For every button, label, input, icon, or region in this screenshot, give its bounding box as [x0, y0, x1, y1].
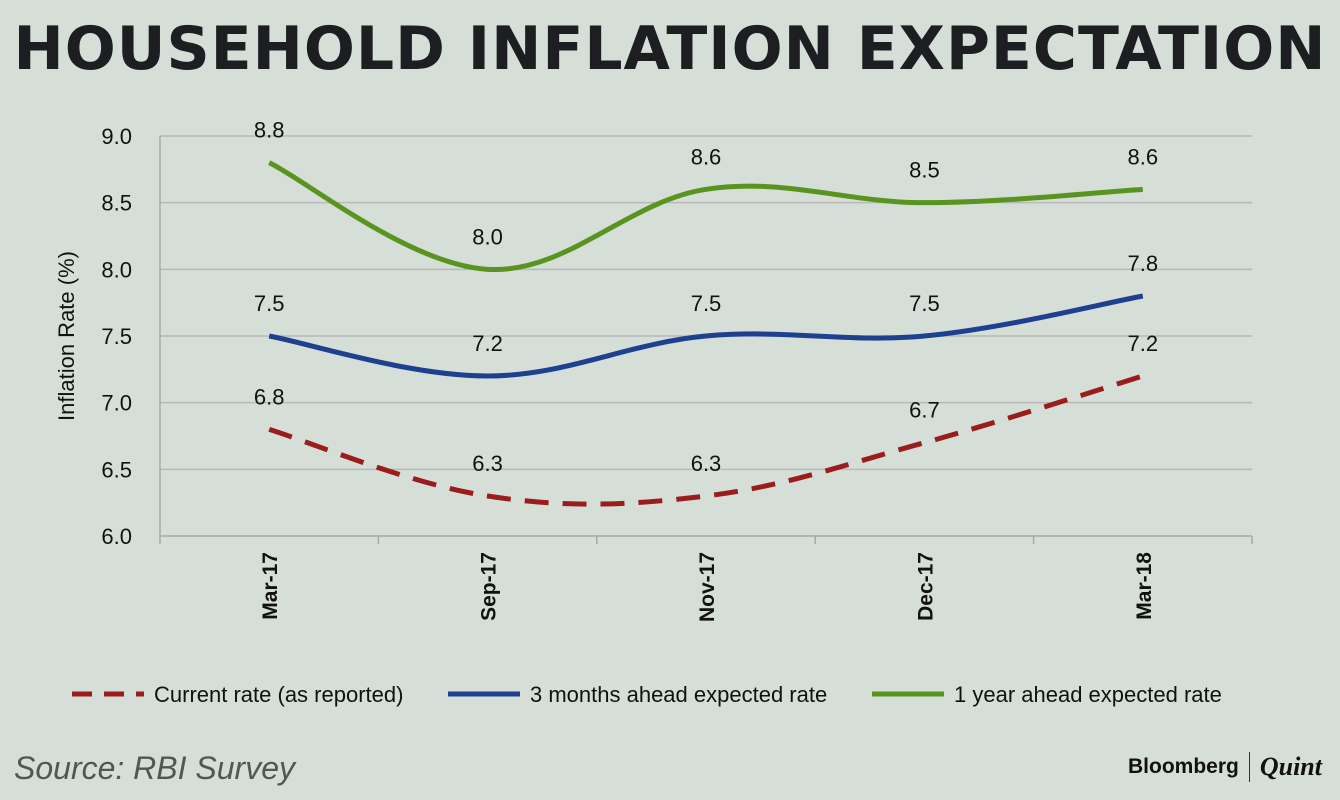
source-note: Source: RBI Survey — [14, 750, 295, 786]
y-tick-label: 7.0 — [101, 391, 132, 416]
data-label: 7.5 — [691, 291, 722, 316]
series-line-0 — [268, 373, 1144, 507]
data-label: 7.2 — [472, 331, 503, 356]
brand-quint: Quint — [1259, 752, 1322, 781]
data-label: 6.3 — [472, 451, 503, 476]
data-label: 7.2 — [1128, 331, 1159, 356]
y-tick-label: 6.5 — [101, 457, 132, 482]
x-tick-label: Sep-17 — [478, 552, 501, 621]
data-label: 8.6 — [1128, 144, 1159, 169]
y-tick-label: 9.0 — [101, 124, 132, 149]
y-axis-title: Inflation Rate (%) — [54, 251, 79, 421]
data-label: 7.5 — [254, 291, 285, 316]
data-label: 7.5 — [909, 291, 940, 316]
series-line-1 — [268, 293, 1144, 379]
data-label: 6.3 — [691, 451, 722, 476]
data-label: 8.8 — [254, 118, 285, 143]
data-label: 7.8 — [1128, 251, 1159, 276]
x-tick-label: Nov-17 — [696, 552, 719, 622]
legend-label-2: 1 year ahead expected rate — [954, 682, 1222, 707]
legend-label-1: 3 months ahead expected rate — [530, 682, 827, 707]
y-tick-label: 8.5 — [101, 191, 132, 216]
chart-title: HOUSEHOLD INFLATION EXPECTATION — [13, 14, 1327, 84]
data-label: 8.5 — [909, 158, 940, 183]
data-label: 8.0 — [472, 224, 503, 249]
brand-logo: Bloomberg Quint — [1128, 752, 1322, 782]
legend-label-0: Current rate (as reported) — [154, 682, 403, 707]
x-tick-label: Dec-17 — [914, 552, 937, 621]
y-tick-label: 8.0 — [101, 257, 132, 282]
data-label: 8.6 — [691, 144, 722, 169]
x-tick-label: Mar-18 — [1133, 552, 1156, 620]
data-label: 6.8 — [254, 384, 285, 409]
data-label: 6.7 — [909, 398, 940, 423]
y-tick-label: 7.5 — [101, 324, 132, 349]
x-tick-label: Mar-17 — [259, 552, 282, 620]
brand-bloomberg: Bloomberg — [1128, 755, 1239, 778]
brand-separator — [1248, 752, 1250, 782]
y-tick-label: 6.0 — [101, 524, 132, 549]
series-line-2 — [268, 160, 1143, 272]
